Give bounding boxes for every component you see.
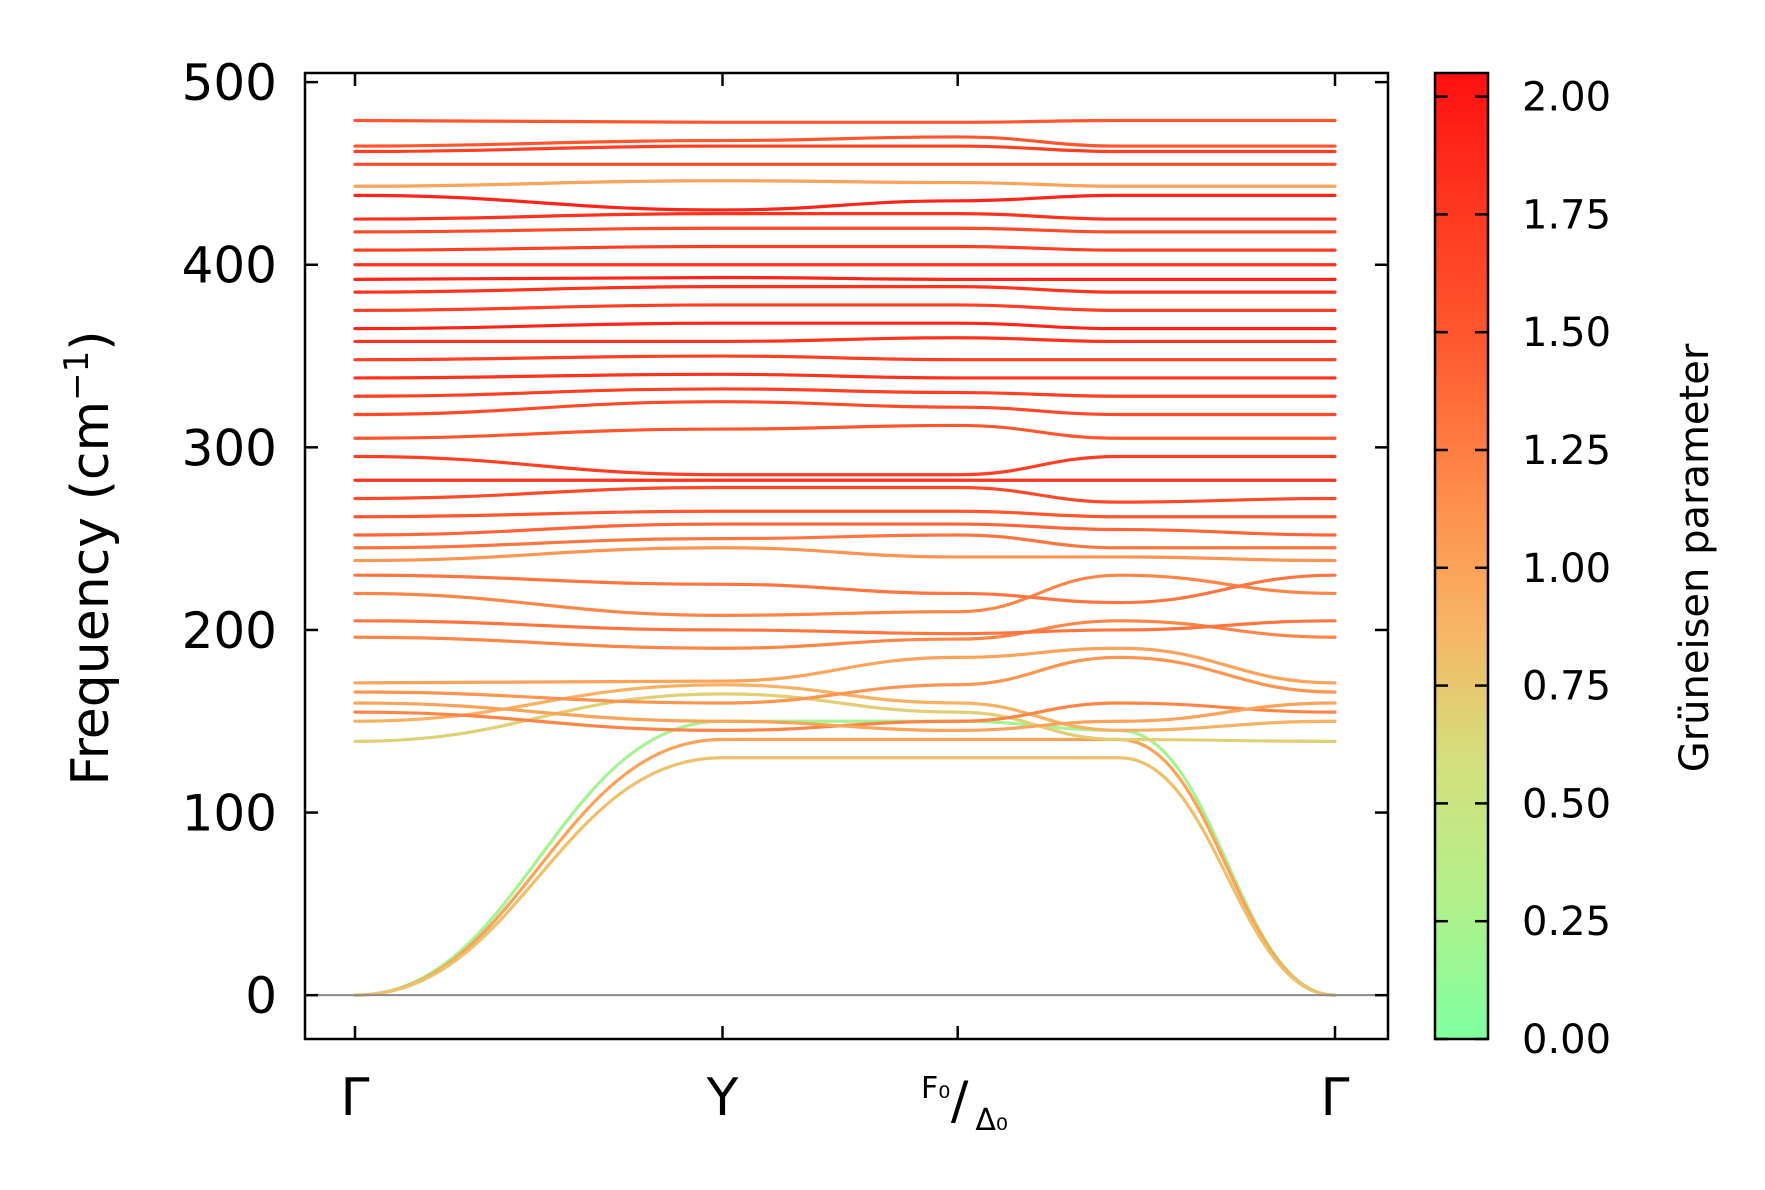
y-tick-label: 0 (245, 967, 277, 1025)
band-line-38 (353, 135, 1337, 148)
band-line-32 (353, 226, 1337, 234)
colorbar-tick-label: 1.75 (1522, 192, 1611, 238)
band-line-1 (353, 737, 1337, 997)
x-tick-label-slash: / (951, 1071, 969, 1131)
band-line-12 (353, 573, 1337, 605)
band-line-8 (353, 646, 1337, 685)
band-line-27 (353, 303, 1337, 312)
y-tick-label: 400 (182, 237, 277, 295)
band-line-22 (353, 387, 1337, 398)
colorbar-tick-label: 1.25 (1522, 428, 1611, 474)
band-line-34 (353, 193, 1337, 212)
colorbar-tick-label: 1.50 (1522, 310, 1611, 356)
band-line-0 (353, 719, 1337, 997)
band-line-20 (353, 423, 1337, 440)
colorbar-title: Grüneisen parameter (1672, 343, 1718, 772)
colorbar-tick-label: 1.00 (1522, 546, 1611, 592)
y-tick-label: 300 (182, 419, 277, 477)
band-line-28 (353, 285, 1337, 294)
colorbar (1435, 73, 1488, 1039)
band-line-23 (353, 372, 1337, 380)
band-line-7 (353, 655, 1337, 705)
band-line-16 (353, 509, 1337, 519)
band-line-33 (353, 212, 1337, 221)
colorbar-tick-label: 0.00 (1522, 1017, 1611, 1063)
x-tick-label-delta0: Δ₀ (975, 1103, 1008, 1138)
y-axis-ticks: 0 100 200 300 400 500 (182, 54, 1388, 1025)
x-tick-label: Y (706, 1068, 739, 1128)
colorbar-tick-label: 0.50 (1522, 781, 1611, 827)
band-line-19 (353, 454, 1337, 477)
colorbar-tick-label: 2.00 (1522, 75, 1611, 121)
band-line-26 (353, 321, 1337, 331)
band-line-37 (353, 144, 1337, 154)
plot-frame (303, 71, 1390, 1041)
y-axis-title: Frequency (cm−1) (57, 330, 121, 785)
band-line-15 (353, 522, 1337, 537)
band-line-11 (353, 573, 1337, 617)
band-line-21 (353, 400, 1337, 417)
colorbar-tick-label: 0.25 (1522, 899, 1611, 945)
colorbar-frame (1433, 71, 1490, 1041)
colorbar-tick-label: 0.75 (1522, 664, 1611, 710)
band-line-10 (353, 619, 1337, 636)
x-axis-ticks: Γ Y F₀ / Δ₀ Γ (341, 73, 1350, 1138)
band-line-5 (353, 701, 1337, 732)
y-tick-label: 200 (182, 602, 277, 660)
x-tick-label: Γ (1321, 1068, 1350, 1128)
y-tick-label: 500 (182, 54, 277, 112)
band-line-25 (353, 336, 1337, 344)
y-tick-label: 100 (182, 785, 277, 843)
band-line-17 (353, 485, 1337, 504)
band-lines (353, 118, 1337, 997)
band-line-29 (353, 275, 1337, 281)
band-line-24 (353, 354, 1337, 362)
band-line-6 (353, 701, 1337, 732)
band-line-9 (353, 619, 1337, 650)
band-line-35 (353, 179, 1337, 188)
band-line-14 (353, 533, 1337, 550)
x-tick-label: Γ (341, 1068, 370, 1128)
band-line-13 (353, 546, 1337, 563)
band-line-31 (353, 244, 1337, 252)
x-tick-label-f0: F₀ (921, 1071, 950, 1106)
colorbar-ticks: 0.00 0.25 0.50 0.75 1.00 1.25 1.50 1.75 2.00 (1435, 75, 1611, 1063)
band-line-2 (353, 756, 1337, 997)
band-line-39 (353, 118, 1337, 124)
